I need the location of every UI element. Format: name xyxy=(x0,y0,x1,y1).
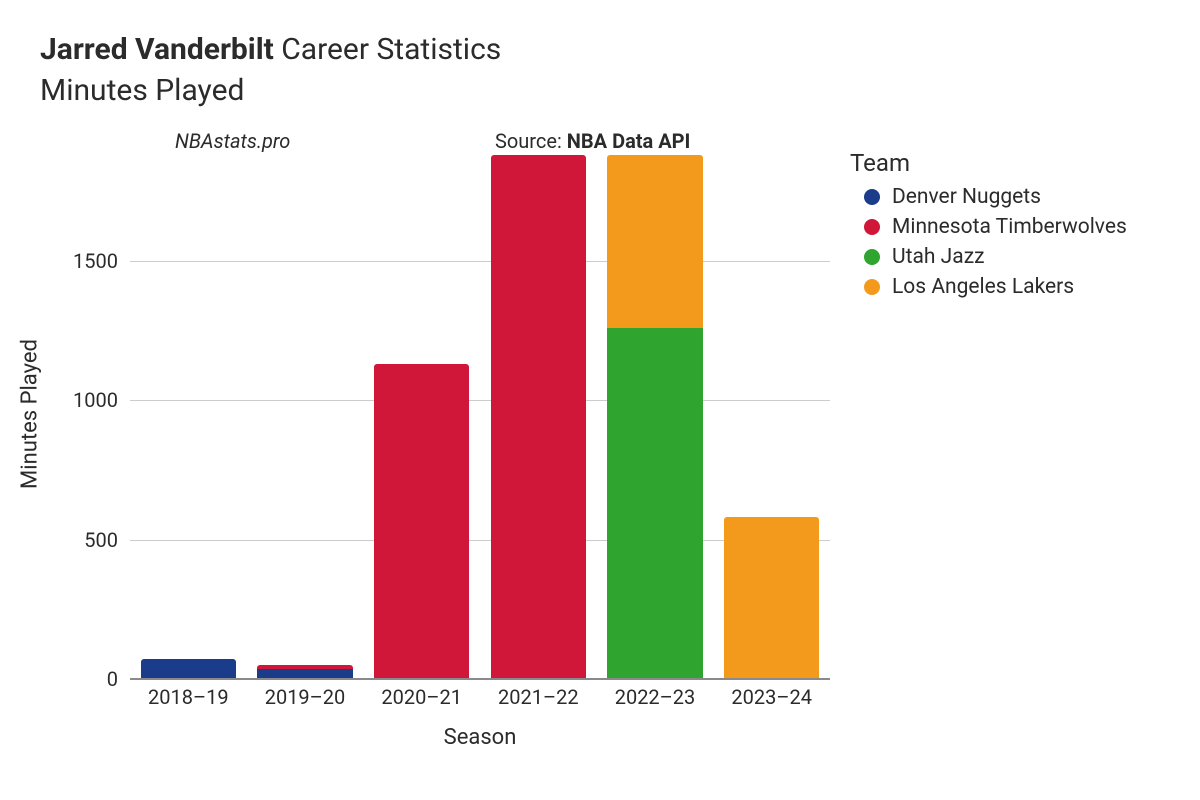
legend-swatch-icon xyxy=(864,189,880,205)
legend-item-denver: Denver Nuggets xyxy=(864,185,1180,209)
chart-title-block: Jarred Vanderbilt Career Statistics Minu… xyxy=(40,30,1160,111)
x-tick-label: 2019–20 xyxy=(265,685,346,709)
chart-container: Jarred Vanderbilt Career Statistics Minu… xyxy=(0,0,1200,800)
bar-segment-minnesota xyxy=(491,155,587,679)
legend-item-utah: Utah Jazz xyxy=(864,245,1180,269)
legend-label: Minnesota Timberwolves xyxy=(892,215,1127,239)
y-tick-label: 0 xyxy=(107,667,118,691)
x-tick-label: 2018–19 xyxy=(148,685,229,709)
chart-title-line1: Jarred Vanderbilt Career Statistics xyxy=(40,30,1160,71)
chart-wrap: NBAstats.pro Source: NBA Data API Minute… xyxy=(40,119,1160,759)
title-player-name: Jarred Vanderbilt xyxy=(40,32,274,67)
y-tick-label: 1000 xyxy=(73,388,118,412)
y-axis-title: Minutes Played xyxy=(18,339,43,489)
legend: Team Denver Nuggets Minnesota Timberwolve… xyxy=(850,149,1180,305)
y-tick-label: 1500 xyxy=(73,249,118,273)
y-tick-label: 500 xyxy=(84,528,118,552)
bar-segment-lakers xyxy=(724,517,820,679)
legend-label: Los Angeles Lakers xyxy=(892,275,1074,299)
legend-swatch-icon xyxy=(864,249,880,265)
title-suffix: Career Statistics xyxy=(274,32,501,67)
y-axis: Minutes Played 050010001500 xyxy=(40,149,130,679)
x-axis-title: Season xyxy=(444,725,517,750)
x-tick-label: 2021–22 xyxy=(498,685,579,709)
chart-title-line2: Minutes Played xyxy=(40,71,1160,112)
plot-area xyxy=(130,149,830,679)
bar-segment-minnesota xyxy=(374,364,470,679)
bar-segment-lakers xyxy=(607,155,703,328)
x-tick-label: 2020–21 xyxy=(381,685,462,709)
bar-segment-utah xyxy=(607,328,703,679)
legend-title: Team xyxy=(850,149,1180,177)
bar-segment-denver xyxy=(141,659,237,679)
x-axis: 2018–19 2019–20 2020–21 2021–22 2022–23 2023–… xyxy=(130,679,830,759)
x-tick-label: 2023–24 xyxy=(731,685,812,709)
legend-swatch-icon xyxy=(864,279,880,295)
legend-label: Denver Nuggets xyxy=(892,185,1041,209)
bar-segment-minnesota xyxy=(257,665,353,669)
legend-swatch-icon xyxy=(864,219,880,235)
legend-item-lakers: Los Angeles Lakers xyxy=(864,275,1180,299)
legend-item-minnesota: Minnesota Timberwolves xyxy=(864,215,1180,239)
x-tick-label: 2022–23 xyxy=(615,685,696,709)
legend-label: Utah Jazz xyxy=(892,245,985,269)
